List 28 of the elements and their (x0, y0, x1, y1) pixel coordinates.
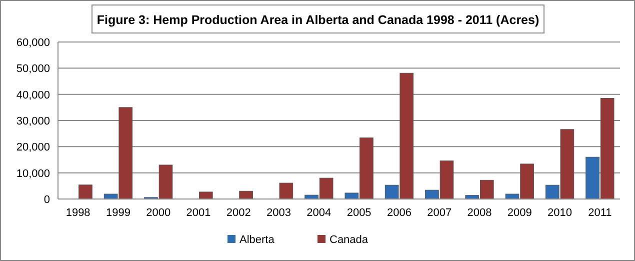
x-tick-label: 2007 (427, 207, 452, 219)
y-tick-label: 20,000 (16, 142, 50, 154)
chart-title: Figure 3: Hemp Production Area in Alberta and Canada 1998 - 2011 (Acres) (96, 13, 540, 27)
x-tick-label: 2009 (507, 207, 532, 219)
x-tick-label: 2006 (386, 207, 412, 219)
bar (239, 190, 253, 200)
x-tick-label: 2011 (588, 207, 612, 219)
y-tick-label: 0 (44, 194, 50, 206)
x-tick-label: 2008 (467, 207, 492, 219)
x-tick-label: 1999 (106, 207, 130, 219)
legend-label: Canada (330, 234, 369, 246)
legend-label: Alberta (240, 234, 276, 246)
x-tick-label: 2005 (346, 207, 372, 219)
y-tick-label: 10,000 (16, 168, 50, 180)
x-tick-label: 1998 (66, 207, 90, 219)
bar (198, 192, 213, 200)
bar (78, 184, 92, 200)
x-tick-label: 2003 (266, 207, 292, 219)
bar (279, 182, 294, 200)
y-tick-label: 50,000 (16, 63, 50, 76)
y-tick-label: 40,000 (16, 89, 50, 102)
x-tick-label: 2004 (306, 207, 332, 219)
x-tick-label: 2002 (226, 207, 251, 219)
x-tick-label: 2001 (186, 207, 211, 219)
x-tick-label: 2010 (548, 207, 572, 219)
y-tick-label: 30,000 (16, 116, 50, 128)
x-tick-label: 2000 (146, 207, 171, 219)
y-tick-label: 60,000 (16, 37, 50, 49)
